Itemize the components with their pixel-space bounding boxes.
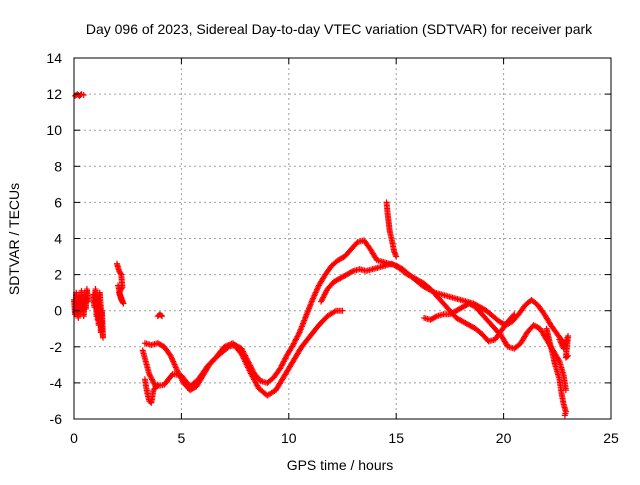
data-point-early-cluster-a	[84, 298, 91, 305]
data-point-hump-4h	[159, 313, 166, 320]
data-point-lower-branch	[339, 307, 346, 314]
x-tick-label: 15	[388, 430, 404, 446]
grid-lines	[74, 58, 611, 419]
data-points	[71, 91, 572, 419]
y-tick-label: 2	[54, 267, 62, 283]
y-tick-label: 10	[46, 122, 62, 138]
x-tick-label: 0	[70, 430, 78, 446]
axis-ticks: 0 5 10 15 20 25 -6 -4 -2 0 2 4 6 8 10 12 14	[46, 50, 619, 446]
data-point-tail-drop	[561, 412, 568, 419]
data-point-spike-14h	[393, 253, 400, 260]
y-tick-label: -4	[50, 375, 63, 391]
y-axis-label: SDTVAR / TECUs	[6, 183, 22, 295]
x-tick-label: 20	[496, 430, 512, 446]
y-tick-label: 6	[54, 194, 62, 210]
data-point-mid-branch	[511, 311, 518, 318]
y-tick-label: 4	[54, 231, 62, 247]
y-tick-label: 12	[46, 86, 62, 102]
data-point-early-cluster-c	[115, 282, 122, 289]
data-point-early-cluster-b	[94, 316, 101, 323]
data-point-mid-branch	[348, 268, 355, 275]
data-point-hump-4h	[157, 312, 164, 319]
data-point-deep-left	[153, 383, 160, 390]
x-tick-label: 10	[281, 430, 297, 446]
y-tick-label: 0	[54, 303, 62, 319]
data-point-early-cluster-c	[117, 270, 124, 277]
data-point-outlier-high	[80, 92, 87, 99]
data-point-tail-right	[563, 353, 570, 360]
x-tick-label: 5	[178, 430, 186, 446]
x-tick-label: 25	[603, 430, 619, 446]
chart-title: Day 096 of 2023, Sidereal Day-to-day VTE…	[86, 21, 593, 37]
data-point-mid-branch	[510, 312, 517, 319]
y-tick-label: -2	[50, 339, 63, 355]
y-tick-label: 14	[46, 50, 62, 66]
x-axis-label: GPS time / hours	[287, 457, 394, 473]
data-point-deep-left	[154, 381, 161, 388]
y-tick-label: 8	[54, 158, 62, 174]
data-point-tail-right	[565, 352, 572, 359]
y-tick-label: -6	[50, 411, 63, 427]
data-point-low-right	[432, 313, 439, 320]
